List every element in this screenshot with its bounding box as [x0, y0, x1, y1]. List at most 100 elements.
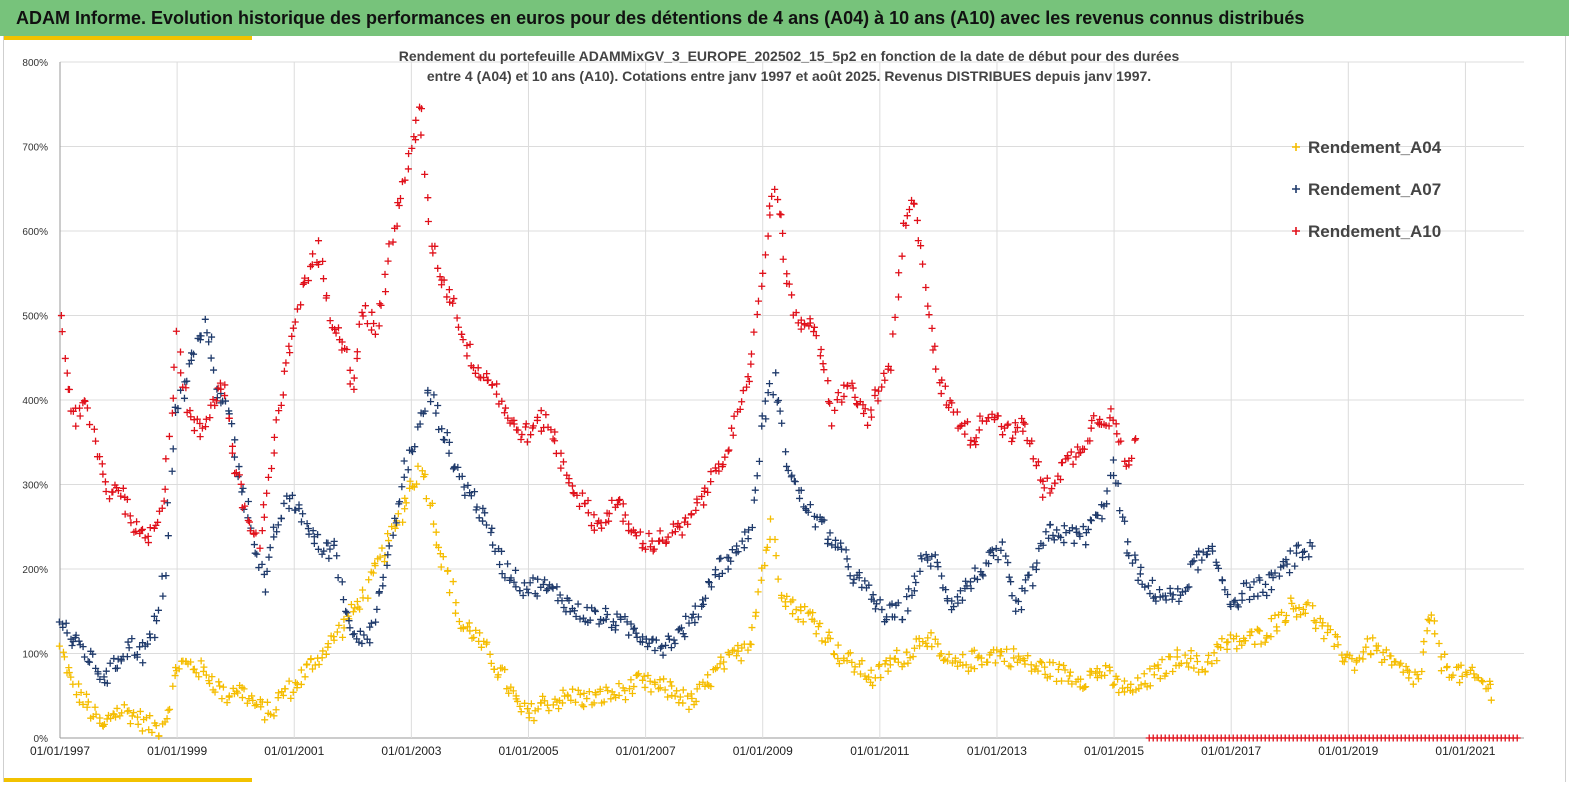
point-rendement-a07	[718, 569, 726, 577]
y-tick-label: 700%	[22, 143, 48, 154]
point-rendement-a10	[625, 520, 633, 528]
point-rendement-a04	[195, 673, 203, 681]
point-rendement-a10	[631, 529, 639, 537]
point-rendement-a04	[951, 654, 959, 662]
point-rendement-a07	[391, 514, 399, 522]
point-rendement-a10	[771, 185, 779, 193]
point-rendement-a04	[747, 641, 755, 649]
point-rendement-a10	[454, 323, 462, 331]
point-rendement-a04	[1359, 655, 1367, 663]
point-rendement-a04	[126, 720, 134, 728]
point-rendement-a10	[1107, 405, 1115, 413]
point-rendement-a07	[541, 576, 549, 584]
point-rendement-a07	[483, 521, 491, 529]
point-rendement-a04	[112, 713, 120, 721]
point-rendement-a04	[1437, 653, 1445, 661]
point-rendement-a10	[61, 354, 69, 362]
point-rendement-a10	[783, 270, 791, 278]
point-rendement-a10	[431, 242, 439, 250]
point-rendement-a10	[961, 430, 969, 438]
point-rendement-a10	[701, 484, 709, 492]
point-rendement-a04	[1435, 639, 1443, 647]
point-rendement-a10	[229, 442, 237, 450]
point-rendement-a04	[1246, 631, 1254, 639]
point-rendement-a04	[704, 671, 712, 679]
point-rendement-a07	[1271, 569, 1279, 577]
point-rendement-a10	[584, 497, 592, 505]
point-rendement-a10	[288, 332, 296, 340]
point-rendement-a04	[656, 684, 664, 692]
point-rendement-a04	[1190, 664, 1198, 672]
point-rendement-a10	[806, 319, 814, 327]
point-rendement-a04	[333, 628, 341, 636]
point-rendement-a10	[264, 473, 272, 481]
point-rendement-a07	[213, 394, 221, 402]
point-rendement-a07	[820, 516, 828, 524]
point-rendement-a10	[315, 260, 323, 268]
point-rendement-a10	[941, 382, 949, 390]
point-rendement-a07	[314, 545, 322, 553]
point-rendement-a04	[72, 691, 80, 699]
point-rendement-a04	[297, 666, 305, 674]
point-rendement-a07	[299, 510, 307, 518]
point-rendement-a07	[788, 471, 796, 479]
point-rendement-a07	[1128, 559, 1136, 567]
point-rendement-a04	[1146, 682, 1154, 690]
point-rendement-a04	[541, 697, 549, 705]
point-rendement-a07	[258, 560, 266, 568]
point-rendement-a07	[804, 508, 812, 516]
point-rendement-a04	[289, 688, 297, 696]
point-rendement-a10	[363, 320, 371, 328]
point-rendement-a07	[728, 546, 736, 554]
point-rendement-a04	[514, 697, 522, 705]
point-rendement-a07	[1204, 545, 1212, 553]
point-rendement-a04	[919, 638, 927, 646]
point-rendement-a04	[490, 665, 498, 673]
point-rendement-a10	[272, 416, 280, 424]
point-rendement-a04	[716, 660, 724, 668]
point-rendement-a04	[1363, 635, 1371, 643]
point-rendement-a07	[1174, 585, 1182, 593]
point-rendement-a04	[821, 638, 829, 646]
point-rendement-a10	[137, 526, 145, 534]
point-rendement-a10	[126, 512, 134, 520]
point-rendement-a04	[401, 494, 409, 502]
point-rendement-a04	[970, 665, 978, 673]
point-rendement-a10	[638, 544, 646, 552]
point-rendement-a10	[1003, 421, 1011, 429]
point-rendement-a07	[677, 624, 685, 632]
point-rendement-a04	[418, 467, 426, 475]
point-rendement-a07	[454, 463, 462, 471]
point-rendement-a04	[468, 634, 476, 642]
point-rendement-a04	[1066, 672, 1074, 680]
point-rendement-a04	[906, 654, 914, 662]
point-rendement-a07	[266, 544, 274, 552]
point-rendement-a10	[332, 329, 340, 337]
point-rendement-a04	[349, 608, 357, 616]
point-rendement-a10	[434, 264, 442, 272]
point-rendement-a10	[286, 349, 294, 357]
point-rendement-a07	[865, 581, 873, 589]
point-rendement-a07	[150, 612, 158, 620]
point-rendement-a10	[1028, 437, 1036, 445]
legend-marker	[1292, 185, 1300, 193]
point-rendement-a10	[527, 431, 535, 439]
point-rendement-a04	[279, 691, 287, 699]
point-rendement-a07	[912, 578, 920, 586]
point-rendement-a10	[551, 437, 559, 445]
point-rendement-a04	[356, 605, 364, 613]
point-rendement-a10	[871, 386, 879, 394]
point-rendement-a07	[208, 333, 216, 341]
point-rendement-a04	[1458, 672, 1466, 680]
point-rendement-a10	[404, 165, 412, 173]
y-tick-label: 800%	[22, 58, 48, 69]
point-rendement-a10	[759, 269, 767, 277]
point-rendement-a10	[810, 328, 818, 336]
point-rendement-a04	[591, 689, 599, 697]
point-rendement-a04	[1309, 602, 1317, 610]
point-rendement-a04	[1330, 642, 1338, 650]
point-rendement-a04	[626, 685, 634, 693]
point-rendement-a04	[1367, 650, 1375, 658]
point-rendement-a07	[753, 472, 761, 480]
point-rendement-a10	[502, 404, 510, 412]
